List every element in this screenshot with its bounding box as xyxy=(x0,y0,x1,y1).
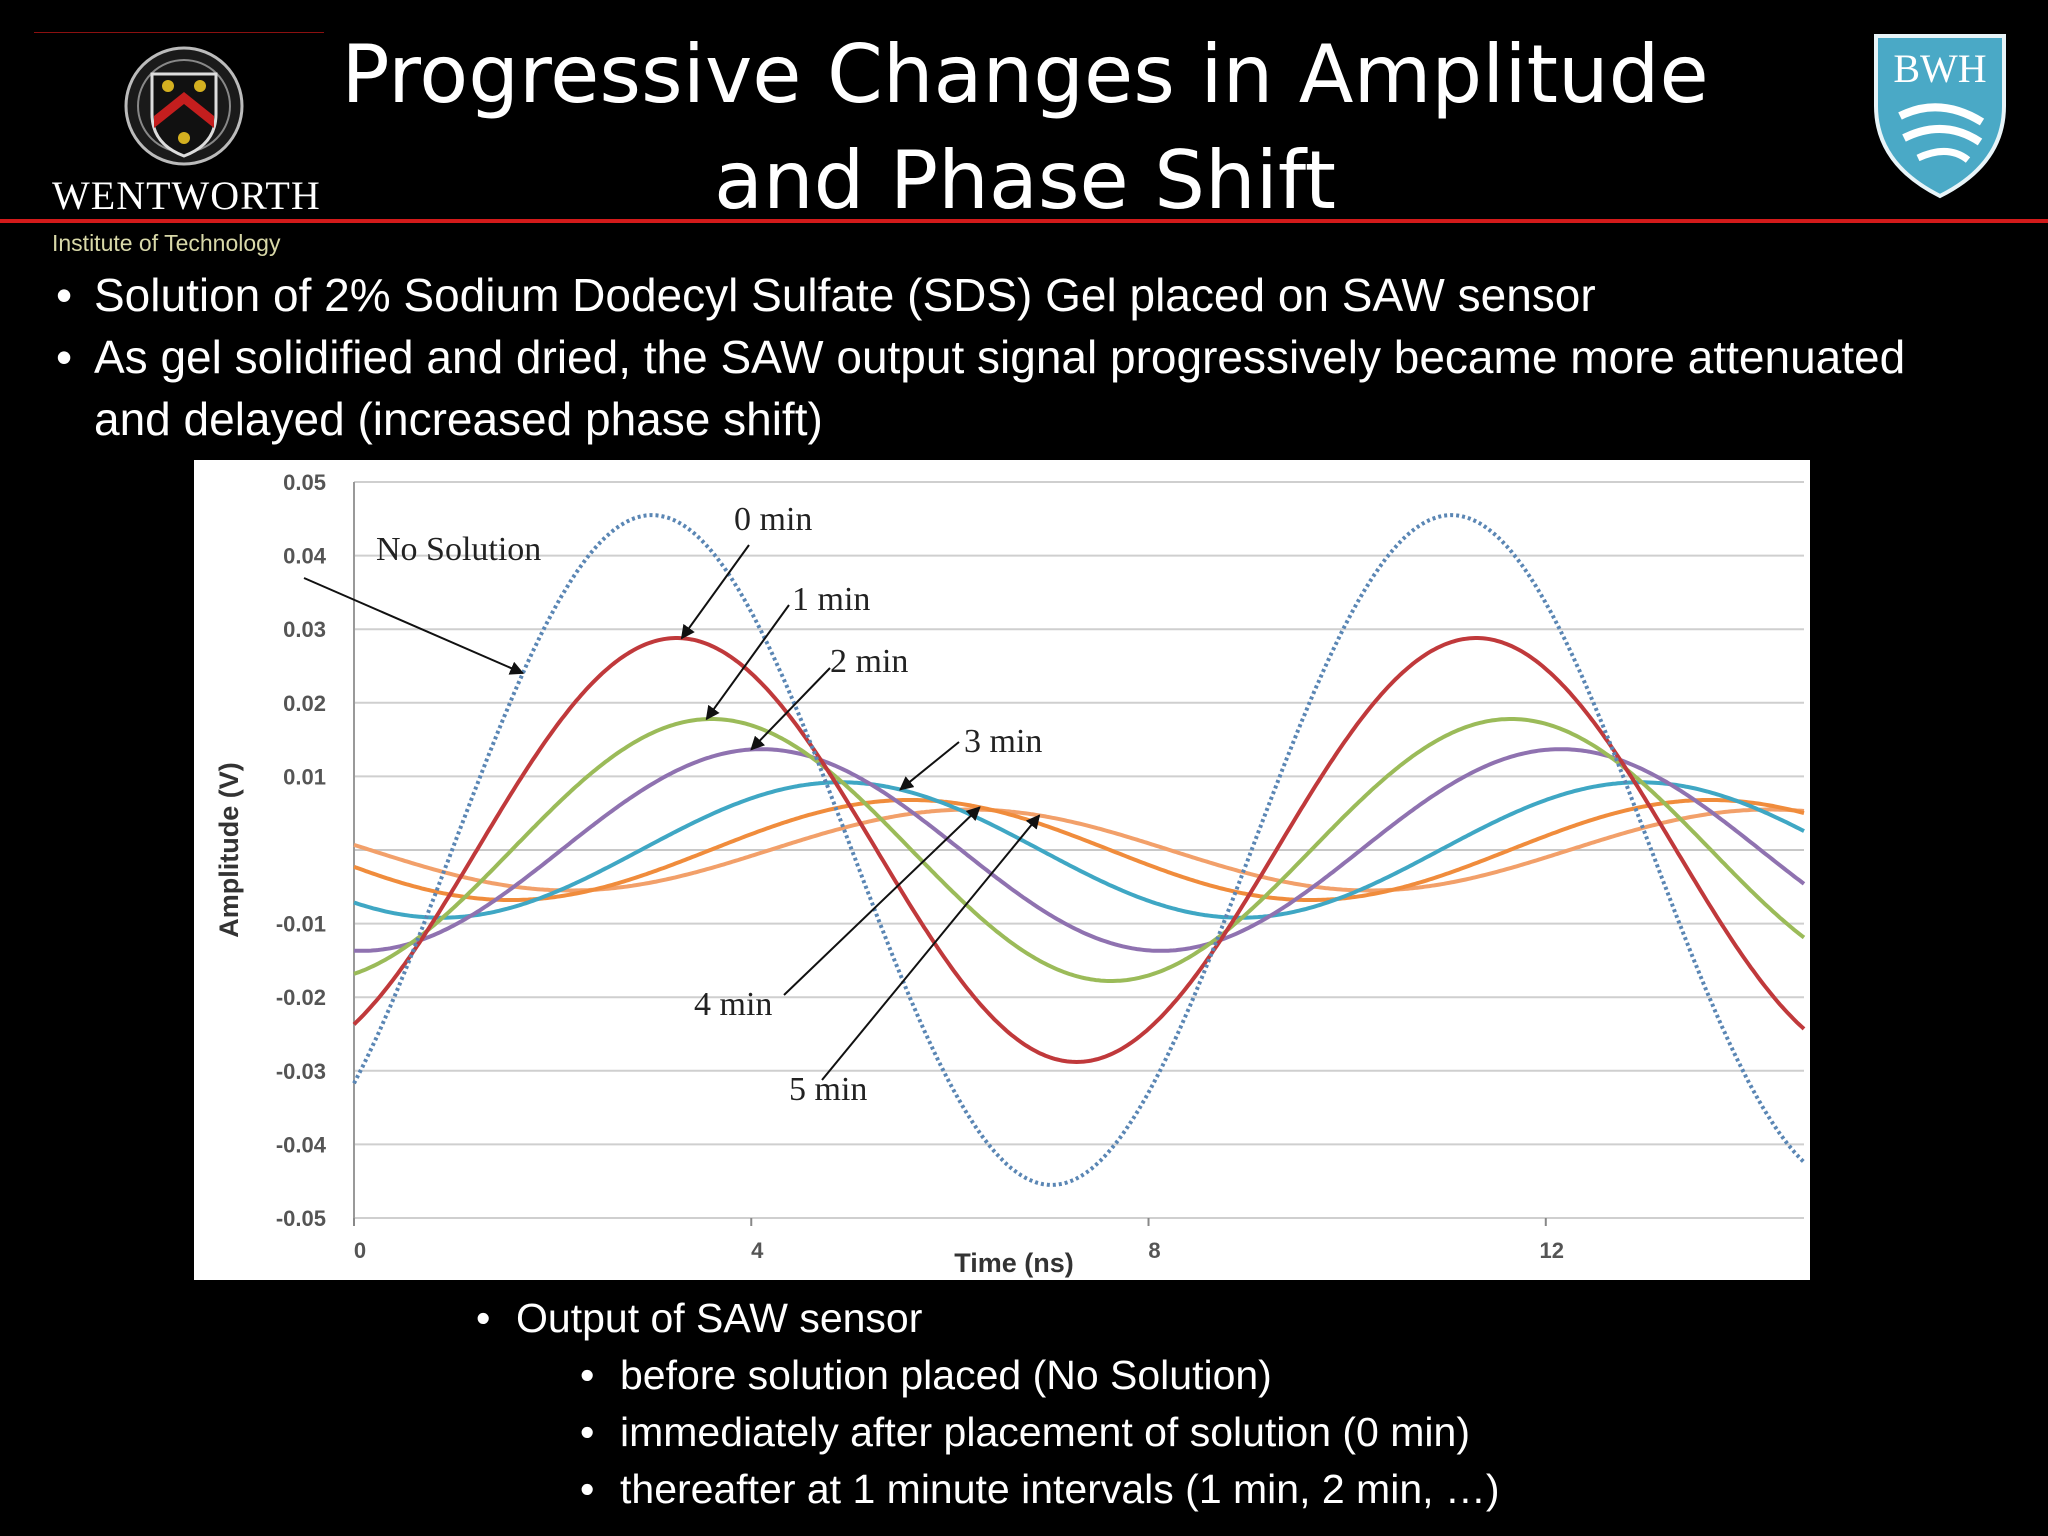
top-bullet-list: Solution of 2% Sodium Dodecyl Sulfate (S… xyxy=(56,264,1956,450)
annotation-arrow xyxy=(750,667,831,751)
y-axis-label: Amplitude (V) xyxy=(214,762,244,938)
series-line-4-min xyxy=(353,798,1805,902)
series-line-0-min xyxy=(352,636,1806,1065)
x-axis-label: Time (ns) xyxy=(954,1248,1074,1278)
bottom-item: before solution placed (No Solution) xyxy=(580,1347,1976,1404)
title-line-2: and Phase Shift xyxy=(713,134,1337,227)
bottom-heading: Output of SAW sensor xyxy=(476,1290,1976,1347)
series-line-no-solution xyxy=(352,513,1806,1187)
title-line-1: Progressive Changes in Amplitude xyxy=(341,28,1709,121)
y-tick-label: -0.02 xyxy=(276,985,326,1010)
annotation-label: 1 min xyxy=(792,581,870,618)
y-tick-label: -0.01 xyxy=(276,912,326,937)
bottom-item: thereafter at 1 minute intervals (1 min,… xyxy=(580,1461,1976,1518)
y-tick-label: 0.05 xyxy=(283,470,326,495)
bullet-item: As gel solidified and dried, the SAW out… xyxy=(56,326,1956,450)
annotation-arrow xyxy=(680,544,750,640)
institute-subtitle: Institute of Technology xyxy=(52,230,281,256)
waveform-chart: 0.05 0.04 0.03 0.02 0.01 -0.01 -0.02 -0.03 -0.04… xyxy=(194,460,1810,1280)
series-line-2-min xyxy=(353,747,1806,953)
annotation-arrow xyxy=(303,577,525,675)
x-tick-label: 8 xyxy=(1148,1238,1160,1263)
annotation-arrow xyxy=(783,806,981,996)
annotation-arrow xyxy=(821,814,1041,1081)
annotation-arrow xyxy=(899,741,960,791)
slide-title: Progressive Changes in Amplitude and Pha… xyxy=(330,22,1720,234)
annotation-label: 0 min xyxy=(734,501,812,538)
x-tick-label: 4 xyxy=(751,1238,764,1263)
annotation-arrow xyxy=(705,604,790,721)
annotation-label: 4 min xyxy=(694,986,772,1023)
wentworth-crest-logo xyxy=(124,46,244,166)
bottom-bullet-list: Output of SAW sensor before solution pla… xyxy=(476,1290,1976,1518)
y-tick-label: 0.01 xyxy=(283,764,326,789)
y-tick-label: 0.04 xyxy=(283,544,327,569)
annotation-label: No Solution xyxy=(376,531,541,568)
y-tick-label: 0.02 xyxy=(283,691,326,716)
header-accent-line xyxy=(34,32,324,33)
y-tick-label: 0.03 xyxy=(283,617,326,642)
bwh-badge-text: BWH xyxy=(1893,46,1986,91)
annotation-label: 3 min xyxy=(964,723,1042,760)
y-tick-label: -0.04 xyxy=(276,1132,327,1157)
x-tick-label: 12 xyxy=(1540,1238,1564,1263)
x-tick-label: 0 xyxy=(354,1238,366,1263)
header-divider xyxy=(0,219,2048,223)
series-line-3-min xyxy=(353,780,1805,920)
y-tick-label: -0.05 xyxy=(276,1206,326,1231)
bwh-shield-logo: BWH xyxy=(1874,34,2006,199)
series-line-1-min xyxy=(353,717,1806,983)
y-tick-label: -0.03 xyxy=(276,1059,326,1084)
annotation-label: 5 min xyxy=(789,1071,867,1108)
annotation-label: 2 min xyxy=(830,643,908,680)
bullet-item: Solution of 2% Sodium Dodecyl Sulfate (S… xyxy=(56,264,1956,326)
bottom-item: immediately after placement of solution … xyxy=(580,1404,1976,1461)
chart-svg: 0.05 0.04 0.03 0.02 0.01 -0.01 -0.02 -0.03 -0.04… xyxy=(214,470,1806,1278)
wentworth-wordmark: WENTWORTH xyxy=(52,173,321,218)
